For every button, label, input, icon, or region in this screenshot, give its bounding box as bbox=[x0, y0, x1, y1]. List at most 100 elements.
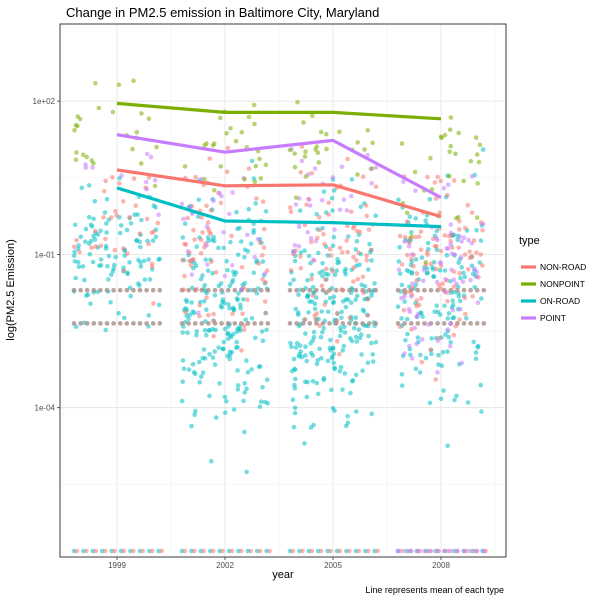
data-point bbox=[291, 424, 297, 430]
data-point bbox=[242, 390, 248, 395]
data-point bbox=[402, 234, 408, 240]
data-point bbox=[399, 316, 404, 321]
data-point bbox=[188, 263, 194, 268]
data-point bbox=[233, 270, 239, 275]
data-point bbox=[101, 188, 107, 194]
data-point bbox=[448, 287, 454, 293]
data-point bbox=[331, 299, 337, 305]
data-point bbox=[396, 259, 402, 264]
data-point bbox=[118, 223, 124, 228]
data-point bbox=[210, 355, 216, 360]
data-point bbox=[258, 287, 264, 293]
data-point bbox=[395, 287, 401, 293]
data-point bbox=[397, 233, 403, 239]
data-point bbox=[425, 240, 431, 246]
data-point bbox=[302, 154, 308, 159]
data-point bbox=[103, 178, 108, 184]
data-point bbox=[89, 158, 95, 163]
data-point bbox=[311, 422, 316, 428]
data-point bbox=[476, 159, 482, 165]
data-point bbox=[206, 287, 211, 293]
data-point bbox=[287, 321, 293, 326]
data-point bbox=[446, 182, 451, 187]
data-point bbox=[252, 254, 258, 260]
data-point bbox=[429, 351, 434, 357]
data-point bbox=[262, 271, 268, 276]
data-point bbox=[121, 548, 127, 554]
data-point bbox=[303, 149, 308, 154]
data-point bbox=[84, 548, 89, 554]
data-point bbox=[351, 265, 357, 271]
data-point bbox=[186, 367, 192, 372]
data-point bbox=[297, 208, 303, 213]
data-point bbox=[246, 166, 252, 171]
data-point bbox=[349, 338, 355, 344]
data-point bbox=[355, 276, 361, 282]
data-point bbox=[369, 293, 374, 298]
data-point bbox=[340, 321, 346, 326]
data-point bbox=[299, 158, 305, 164]
data-point bbox=[98, 257, 104, 262]
data-point bbox=[413, 257, 419, 262]
data-point bbox=[395, 304, 401, 310]
data-point bbox=[431, 274, 437, 280]
data-point bbox=[318, 334, 324, 340]
data-point bbox=[356, 548, 362, 554]
data-point bbox=[348, 390, 353, 396]
data-point bbox=[358, 204, 364, 210]
data-point bbox=[428, 548, 434, 554]
data-point bbox=[98, 243, 104, 249]
data-point bbox=[395, 321, 401, 326]
data-point bbox=[341, 343, 347, 349]
data-point bbox=[322, 302, 327, 307]
data-point bbox=[251, 270, 257, 276]
data-point bbox=[428, 261, 434, 267]
data-point bbox=[365, 296, 371, 302]
data-point bbox=[329, 355, 335, 361]
data-point bbox=[409, 271, 415, 276]
data-point bbox=[84, 287, 90, 293]
data-point bbox=[327, 321, 332, 326]
data-point bbox=[101, 215, 106, 220]
data-point bbox=[341, 299, 346, 304]
data-point bbox=[138, 260, 143, 265]
data-point bbox=[83, 239, 88, 244]
data-point bbox=[456, 215, 461, 220]
data-point bbox=[219, 287, 224, 293]
data-point bbox=[339, 309, 345, 315]
data-point bbox=[227, 211, 232, 217]
data-point bbox=[411, 263, 416, 269]
data-point bbox=[72, 222, 78, 228]
data-point bbox=[121, 246, 126, 251]
data-point bbox=[311, 329, 317, 335]
data-point bbox=[144, 287, 149, 293]
data-point bbox=[360, 287, 365, 293]
data-point bbox=[307, 197, 312, 202]
data-point bbox=[464, 316, 469, 321]
data-point bbox=[102, 548, 108, 554]
data-point bbox=[309, 548, 315, 554]
data-point bbox=[442, 132, 448, 138]
data-point bbox=[112, 247, 118, 253]
data-point bbox=[457, 227, 462, 232]
data-point bbox=[412, 325, 418, 331]
data-point bbox=[328, 253, 334, 258]
data-point bbox=[227, 356, 232, 362]
data-point bbox=[205, 235, 211, 240]
data-point bbox=[210, 548, 216, 554]
data-point bbox=[293, 376, 298, 382]
data-point bbox=[427, 400, 433, 406]
data-point bbox=[353, 321, 359, 326]
data-point bbox=[451, 178, 457, 183]
data-point bbox=[366, 267, 371, 272]
data-point bbox=[314, 295, 319, 300]
data-point bbox=[205, 268, 211, 274]
data-point bbox=[354, 239, 360, 244]
data-point bbox=[260, 259, 266, 264]
panel-border bbox=[59, 23, 507, 558]
data-point bbox=[300, 548, 305, 554]
data-point bbox=[111, 321, 116, 326]
data-point bbox=[341, 197, 347, 202]
data-point bbox=[457, 270, 462, 276]
data-point bbox=[439, 135, 444, 141]
